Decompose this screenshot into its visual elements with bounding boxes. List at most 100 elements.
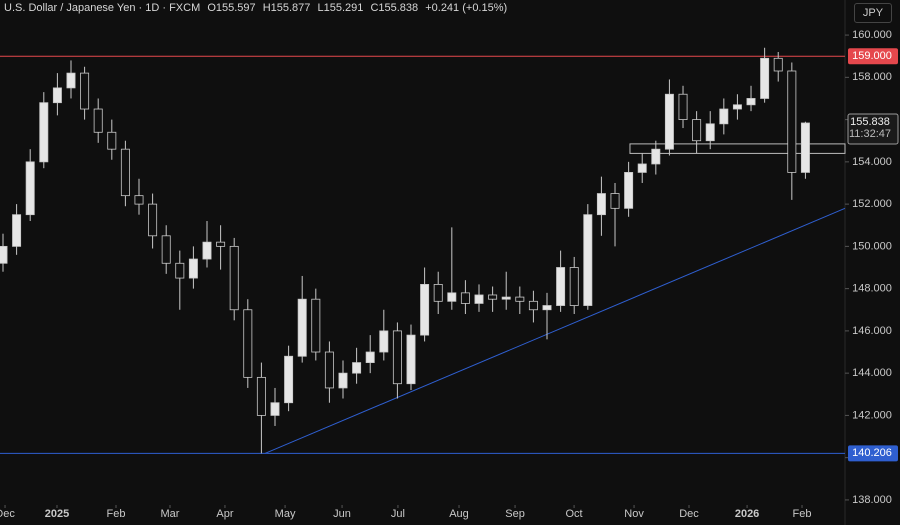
candle-body xyxy=(705,123,715,142)
x-tick-label: Nov xyxy=(624,508,644,520)
candle-body xyxy=(365,351,375,363)
x-tick-label: Jun xyxy=(333,508,351,520)
candle-body xyxy=(175,262,185,279)
candle-body xyxy=(420,284,430,336)
candle-body xyxy=(406,334,416,385)
change: +0.241 (+0.15%) xyxy=(425,2,508,14)
candle-body xyxy=(447,292,457,302)
candle-body xyxy=(488,294,498,300)
candle-body xyxy=(66,72,76,89)
countdown-label: 11:32:47 xyxy=(849,128,891,140)
candle-body xyxy=(692,119,702,142)
candle-body xyxy=(297,298,307,357)
candle-body xyxy=(637,163,647,173)
candle-body xyxy=(651,148,661,165)
candle-body xyxy=(515,296,525,302)
candle-body xyxy=(120,148,130,197)
candle-body xyxy=(229,245,239,311)
candle-body xyxy=(719,108,729,125)
ohlc-low: L155.291 xyxy=(317,2,364,14)
candle-body xyxy=(678,93,688,120)
x-tick-label: Dec xyxy=(679,508,699,520)
candle-body xyxy=(134,195,144,205)
candle-body xyxy=(107,131,117,150)
y-tick-label: 138.000 xyxy=(852,494,892,506)
candle-body xyxy=(12,214,22,247)
x-tick-label: 2025 xyxy=(45,508,69,520)
ohlc-open: O155.597 xyxy=(207,2,256,14)
candle-body xyxy=(501,296,511,300)
ohlc-high: H155.877 xyxy=(262,2,311,14)
candle-body xyxy=(311,298,321,353)
candle-body xyxy=(474,294,484,304)
x-tick-label: Jul xyxy=(391,508,405,520)
last-price-label: 155.838 xyxy=(850,116,890,128)
x-tick-label: 2026 xyxy=(735,508,759,520)
y-tick-label: 142.000 xyxy=(852,409,892,421)
x-tick-label: Oct xyxy=(566,508,583,520)
x-tick-label: Aug xyxy=(449,508,469,520)
x-tick-label: May xyxy=(275,508,296,520)
x-tick-label: Sep xyxy=(505,508,525,520)
candle-body xyxy=(188,258,198,279)
x-tick-label: Apr xyxy=(216,508,233,520)
candle-body xyxy=(216,241,226,247)
y-tick-label: 150.000 xyxy=(852,240,892,252)
candle-body xyxy=(161,235,171,264)
y-tick-label: 146.000 xyxy=(852,325,892,337)
candle-body xyxy=(338,372,348,389)
y-tick-label: 148.000 xyxy=(852,283,892,295)
candle-body xyxy=(664,93,674,150)
candle-body xyxy=(256,376,266,416)
candle-body xyxy=(760,57,770,99)
x-tick-label: Feb xyxy=(793,508,812,520)
x-tick-label: Mar xyxy=(161,508,180,520)
candle-body xyxy=(624,172,634,209)
candle-body xyxy=(746,98,756,106)
y-tick-label: 158.000 xyxy=(852,71,892,83)
candle-body xyxy=(93,108,103,133)
y-tick-label: 154.000 xyxy=(852,156,892,168)
candle-body xyxy=(569,267,579,306)
candle-body xyxy=(460,292,470,304)
candle-body xyxy=(39,102,49,163)
x-tick-label: Feb xyxy=(107,508,126,520)
candle-body xyxy=(52,87,62,104)
symbol-title: U.S. Dollar / Japanese Yen · 1D · FXCM xyxy=(4,2,201,14)
candle-body xyxy=(379,330,389,353)
support-zone xyxy=(629,143,846,154)
level-label: 159.000 xyxy=(852,50,892,62)
header: U.S. Dollar / Japanese Yen · 1D · FXCM O… xyxy=(4,2,511,14)
candle-body xyxy=(202,241,212,260)
y-tick-label: 144.000 xyxy=(852,367,892,379)
candle-body xyxy=(583,214,593,306)
ohlc-close: C155.838 xyxy=(370,2,419,14)
candle-body xyxy=(148,203,158,237)
candle-body xyxy=(787,70,797,173)
candle-body xyxy=(542,305,552,311)
currency-button[interactable]: JPY xyxy=(854,3,892,23)
candle-body xyxy=(0,245,8,264)
level-badge xyxy=(848,445,898,462)
candle-body xyxy=(25,161,35,216)
candle-body xyxy=(556,267,566,306)
candle-body xyxy=(528,300,538,311)
level-label: 140.206 xyxy=(852,447,892,459)
candle-body xyxy=(284,355,294,404)
candle-body xyxy=(433,284,443,302)
candle-body xyxy=(352,362,362,374)
candle-body xyxy=(243,309,253,378)
level-badge xyxy=(848,48,898,65)
candle-body xyxy=(732,104,742,110)
candle-body xyxy=(392,330,402,385)
trendline xyxy=(264,207,846,454)
y-tick-label: 152.000 xyxy=(852,198,892,210)
candle-body xyxy=(773,57,783,72)
x-tick-label: Dec xyxy=(0,508,15,520)
candle-body xyxy=(800,122,810,173)
candle-body xyxy=(80,72,90,110)
candle-body xyxy=(270,402,280,416)
last-price-badge xyxy=(847,113,899,145)
